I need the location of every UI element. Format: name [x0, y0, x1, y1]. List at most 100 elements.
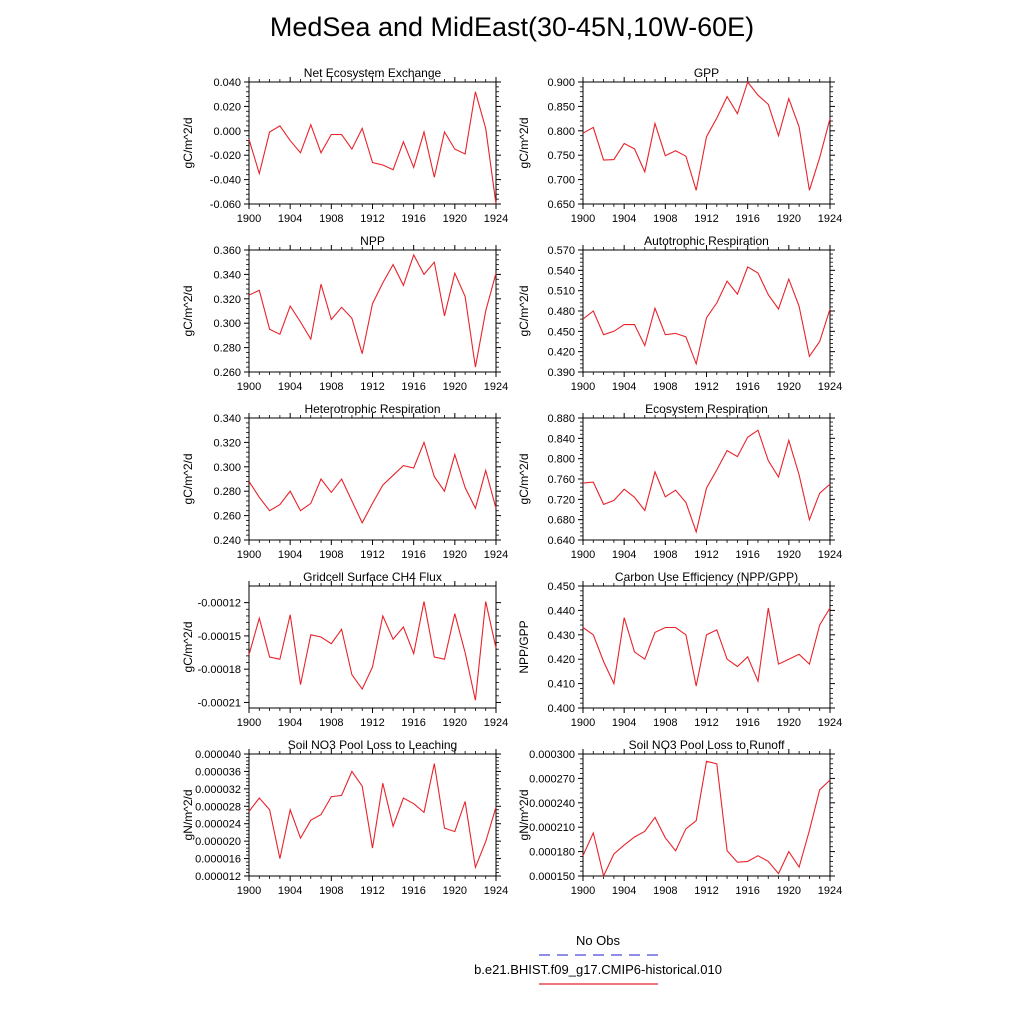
- x-tick-label: 1904: [278, 549, 302, 561]
- x-tick-label: 1908: [319, 381, 343, 393]
- y-tick-label: 0.450: [547, 326, 575, 338]
- x-tick-label: 1912: [360, 717, 384, 729]
- x-tick-label: 1916: [735, 885, 759, 897]
- x-tick-label: 1916: [401, 717, 425, 729]
- x-tick-label: 1908: [319, 213, 343, 225]
- x-tick-label: 1920: [443, 381, 467, 393]
- x-tick-label: 1924: [818, 717, 842, 729]
- series-line: [582, 607, 831, 687]
- legend-label-model: b.e21.BHIST.f09_g17.CMIP6-historical.010: [474, 962, 722, 977]
- x-tick-label: 1924: [818, 885, 842, 897]
- y-tick-label: 0.360: [213, 245, 241, 257]
- x-tick-label: 1908: [653, 885, 677, 897]
- panel-2: GPP gC/m^2/d 0.650 0.700 0.750 0.800 0.850 0.90…: [517, 66, 842, 225]
- series-line: [582, 760, 831, 878]
- panel-title: NPP: [360, 234, 385, 248]
- plot-frame: [248, 417, 497, 541]
- x-tick-label: 1904: [612, 381, 636, 393]
- y-tick-label: 0.240: [213, 535, 241, 547]
- x-tick-label: 1916: [735, 381, 759, 393]
- y-tick-label: 0.570: [547, 245, 575, 257]
- x-tick-label: 1920: [777, 717, 801, 729]
- y-tick-label: 0.700: [547, 175, 575, 187]
- y-tick-label: -0.00021: [198, 697, 241, 709]
- y-tick-label: 0.800: [547, 126, 575, 138]
- x-tick-label: 1920: [443, 885, 467, 897]
- x-tick-label: 1920: [443, 213, 467, 225]
- plot-frame: [582, 81, 831, 205]
- y-tick-label: -0.020: [210, 150, 241, 162]
- plot-frame: [248, 585, 497, 709]
- x-tick-label: 1920: [777, 213, 801, 225]
- y-tick-label: 0.260: [213, 511, 241, 523]
- y-tick-label: 0.000210: [529, 822, 575, 834]
- y-tick-label: 0.000180: [529, 847, 575, 859]
- x-tick-label: 1916: [735, 717, 759, 729]
- y-tick-label: -0.040: [210, 175, 241, 187]
- x-tick-label: 1904: [278, 213, 302, 225]
- x-tick-label: 1904: [612, 885, 636, 897]
- y-tick-label: 0.850: [547, 101, 575, 113]
- y-tick-label: 0.400: [547, 703, 575, 715]
- x-tick-label: 1924: [818, 213, 842, 225]
- y-tick-label: 0.450: [547, 581, 575, 593]
- x-tick-label: 1900: [571, 549, 595, 561]
- panel-title: Autotrophic Respiration: [644, 234, 769, 248]
- x-tick-label: 1920: [777, 381, 801, 393]
- y-tick-label: 0.320: [213, 294, 241, 306]
- y-tick-label: 0.410: [547, 679, 575, 691]
- y-tick-label: 0.000020: [195, 836, 241, 848]
- y-tick-label: 0.000012: [195, 871, 241, 883]
- y-tick-label: 0.720: [547, 494, 575, 506]
- panel-7: Gridcell Surface CH4 Flux gC/m^2/d -0.0002…: [181, 570, 508, 729]
- y-tick-label: 0.340: [213, 269, 241, 281]
- x-tick-label: 1900: [237, 717, 261, 729]
- plot-frame: [248, 753, 497, 877]
- y-tick-label: 0.000028: [195, 801, 241, 813]
- panel-8: Carbon Use Efficiency (NPP/GPP) NPP/GPP 0.…: [517, 570, 842, 729]
- y-tick-label: 0.260: [213, 367, 241, 379]
- y-tick-label: 0.300: [213, 462, 241, 474]
- panel-title: Net Ecosystem Exchange: [304, 66, 442, 80]
- y-tick-label: 0.540: [547, 265, 575, 277]
- y-axis-label: gC/m^2/d: [181, 454, 195, 505]
- x-tick-label: 1924: [484, 381, 508, 393]
- y-tick-label: 0.280: [213, 486, 241, 498]
- x-tick-label: 1904: [278, 717, 302, 729]
- y-tick-label: 0.650: [547, 199, 575, 211]
- panel-title: Soil NO3 Pool Loss to Runoff: [629, 738, 786, 752]
- x-tick-label: 1900: [237, 549, 261, 561]
- x-tick-label: 1900: [237, 213, 261, 225]
- y-tick-label: 0.000300: [529, 749, 575, 761]
- y-tick-label: 0.000040: [195, 749, 241, 761]
- panel-1: Net Ecosystem Exchange gC/m^2/d -0.060 -0.0…: [181, 66, 508, 225]
- x-tick-label: 1904: [278, 885, 302, 897]
- x-tick-label: 1912: [694, 213, 718, 225]
- y-tick-label: 0.000270: [529, 773, 575, 785]
- panel-4: Autotrophic Respiration gC/m^2/d 0.390 0.42…: [517, 234, 842, 393]
- x-tick-label: 1916: [735, 213, 759, 225]
- y-tick-label: 0.390: [547, 367, 575, 379]
- y-axis-label: gN/m^2/d: [517, 790, 531, 841]
- series-line: [248, 91, 497, 205]
- y-tick-label: -0.00018: [198, 664, 241, 676]
- x-tick-label: 1912: [360, 885, 384, 897]
- x-tick-label: 1912: [694, 381, 718, 393]
- y-tick-label: 0.340: [213, 413, 241, 425]
- panel-9: Soil NO3 Pool Loss to LeachinggN/m^2/d0.…: [181, 738, 508, 897]
- y-tick-label: 0.420: [547, 654, 575, 666]
- y-tick-label: -0.060: [210, 199, 241, 211]
- x-tick-label: 1904: [278, 381, 302, 393]
- y-tick-label: 0.800: [547, 454, 575, 466]
- x-tick-label: 1908: [319, 717, 343, 729]
- y-tick-label: 0.900: [547, 77, 575, 89]
- y-axis-label: gC/m^2/d: [517, 454, 531, 505]
- panel-title: Ecosystem Respiration: [645, 402, 768, 416]
- series-line: [248, 601, 497, 701]
- y-tick-label: 0.480: [547, 306, 575, 318]
- y-tick-label: 0.440: [547, 605, 575, 617]
- x-tick-label: 1916: [401, 213, 425, 225]
- x-tick-label: 1900: [571, 213, 595, 225]
- x-tick-label: 1912: [360, 549, 384, 561]
